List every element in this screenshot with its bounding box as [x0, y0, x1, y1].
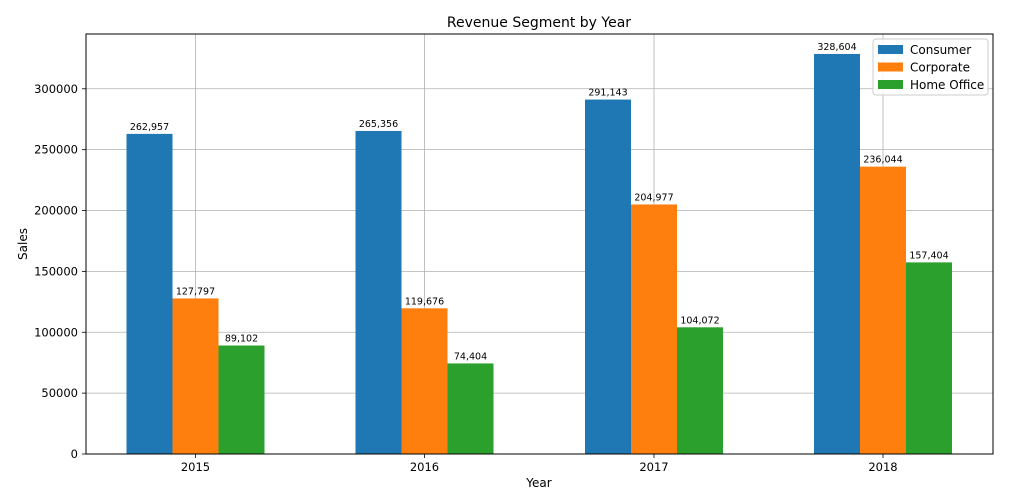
bar-value-label: 236,044 — [863, 155, 902, 166]
bar-value-label: 127,797 — [176, 286, 215, 297]
y-axis: 0 50000 100000 150000 200000 250000 300000 — [34, 82, 86, 461]
bar-value-label: 262,957 — [130, 122, 169, 133]
legend-swatch — [878, 80, 903, 89]
bar-consumer — [355, 130, 402, 454]
bar-value-label: 328,604 — [817, 42, 856, 53]
bar-home-office — [906, 262, 952, 454]
y-tick-label: 300000 — [34, 82, 78, 96]
bar-labels: 262,957 265,356 291,143 328,604 127,797 119,6… — [130, 42, 949, 362]
y-tick-label: 150000 — [34, 264, 78, 278]
bar-value-label: 157,404 — [909, 250, 948, 261]
bar-home-office — [218, 345, 265, 454]
bar-value-label: 89,102 — [225, 334, 258, 345]
y-tick-label: 50000 — [41, 386, 78, 400]
x-tick-label: 2016 — [410, 460, 439, 474]
y-tick-label: 0 — [71, 447, 78, 461]
x-tick-label: 2018 — [868, 460, 897, 474]
bar-home-office — [447, 363, 494, 454]
legend-swatch — [878, 62, 903, 72]
plot-frame — [85, 33, 994, 455]
x-tick-label: 2015 — [181, 460, 210, 474]
legend-swatch — [878, 45, 903, 54]
x-tick-label: 2017 — [639, 460, 668, 474]
legend-label: Consumer — [910, 43, 971, 57]
bar-corporate — [401, 308, 448, 454]
chart-title: Revenue Segment by Year — [447, 15, 631, 31]
y-tick-label: 200000 — [34, 204, 78, 218]
bar-home-office — [677, 327, 723, 454]
bar-value-label: 119,676 — [405, 296, 444, 307]
bar-corporate — [631, 204, 677, 454]
bar-corporate — [172, 298, 219, 454]
bar-value-label: 265,356 — [359, 119, 398, 130]
legend: Consumer Corporate Home Office — [872, 38, 989, 96]
bar-consumer — [126, 133, 173, 455]
bar-value-label: 104,072 — [680, 315, 719, 326]
y-tick-label: 250000 — [34, 143, 78, 157]
bar-value-label: 204,977 — [634, 192, 673, 203]
legend-label: Home Office — [910, 78, 984, 92]
legend-label: Corporate — [910, 61, 970, 75]
bar-value-label: 291,143 — [588, 88, 627, 99]
bar-value-label: 74,404 — [454, 351, 487, 362]
x-axis: 2015 2016 2017 2018 — [181, 454, 898, 474]
bar-corporate — [860, 166, 906, 454]
y-tick-label: 100000 — [34, 325, 78, 339]
x-axis-title: Year — [525, 476, 551, 490]
bar-consumer — [585, 99, 631, 455]
bar-consumer — [814, 53, 860, 454]
bars — [126, 53, 952, 455]
y-axis-title: Sales — [16, 228, 30, 260]
